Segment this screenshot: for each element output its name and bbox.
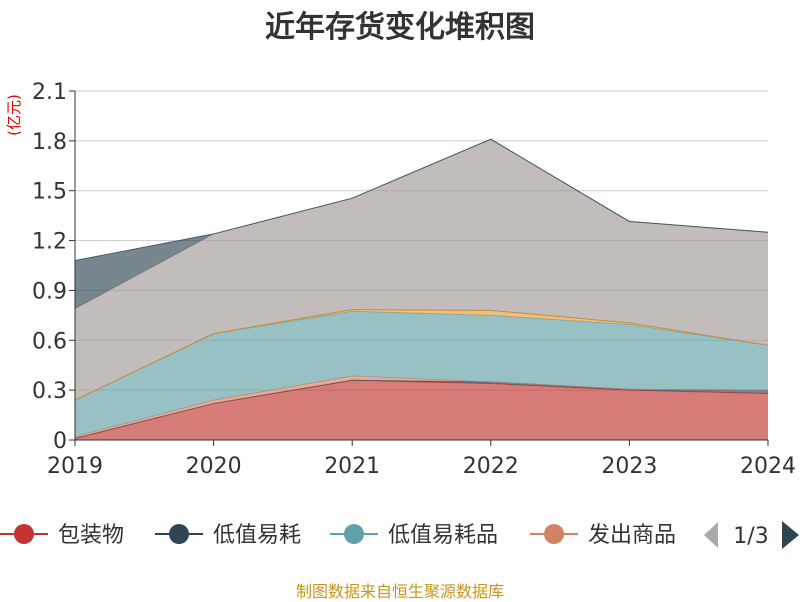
y-tick-label: 2.1	[32, 80, 67, 105]
legend-circle-marker	[169, 524, 189, 544]
legend-label: 包装物	[58, 523, 124, 548]
y-tick-label: 0.3	[32, 379, 67, 404]
x-tick-label: 2024	[740, 454, 796, 479]
x-tick-label: 2022	[463, 454, 519, 479]
legend-page-indicator: 1/3	[733, 524, 768, 549]
area-series-line	[74, 138, 769, 262]
x-tick-label: 2019	[47, 454, 103, 479]
legend-item[interactable]: 低值易耗品	[330, 523, 498, 548]
legend-label: 低值易耗品	[388, 523, 498, 548]
y-axis-unit-label: (亿元)	[5, 94, 23, 136]
y-tick-label: 0	[53, 429, 67, 454]
legend-circle-marker	[544, 524, 564, 544]
x-tick-label: 2020	[186, 454, 242, 479]
data-source-note: 制图数据来自恒生聚源数据库	[295, 582, 504, 601]
legend-circle-marker	[344, 524, 364, 544]
y-tick-label: 0.9	[32, 279, 67, 304]
legend-item[interactable]: 低值易耗	[155, 523, 301, 548]
legend-label: 发出商品	[588, 523, 676, 548]
legend-item[interactable]: 发出商品	[530, 523, 676, 548]
legend-pager[interactable]: 1/3	[704, 521, 799, 549]
y-tick-label: 1.2	[32, 230, 67, 255]
legend-next-page-icon[interactable]	[782, 521, 799, 549]
x-tick-label: 2023	[601, 454, 657, 479]
x-tick-label: 2021	[324, 454, 380, 479]
area-series-group	[74, 138, 769, 440]
legend-prev-page-icon[interactable]	[704, 522, 718, 548]
legend[interactable]: 包装物 低值易耗 低值易耗品 发出商品	[0, 523, 676, 548]
y-tick-label: 0.6	[32, 329, 67, 354]
legend-label: 低值易耗	[213, 523, 301, 548]
legend-item[interactable]: 包装物	[0, 523, 124, 548]
y-tick-label: 1.8	[32, 130, 67, 155]
axes: 0 0.3 0.6 0.9 1.2 1.5 1.8 2.1 2019 2020 2021 2022 20…	[32, 80, 796, 479]
y-tick-label: 1.5	[32, 180, 67, 205]
area-series	[75, 311, 768, 437]
area-series	[75, 380, 768, 440]
legend-circle-marker	[14, 524, 34, 544]
area-series	[75, 139, 768, 401]
chart-title: 近年存货变化堆积图	[265, 10, 535, 45]
